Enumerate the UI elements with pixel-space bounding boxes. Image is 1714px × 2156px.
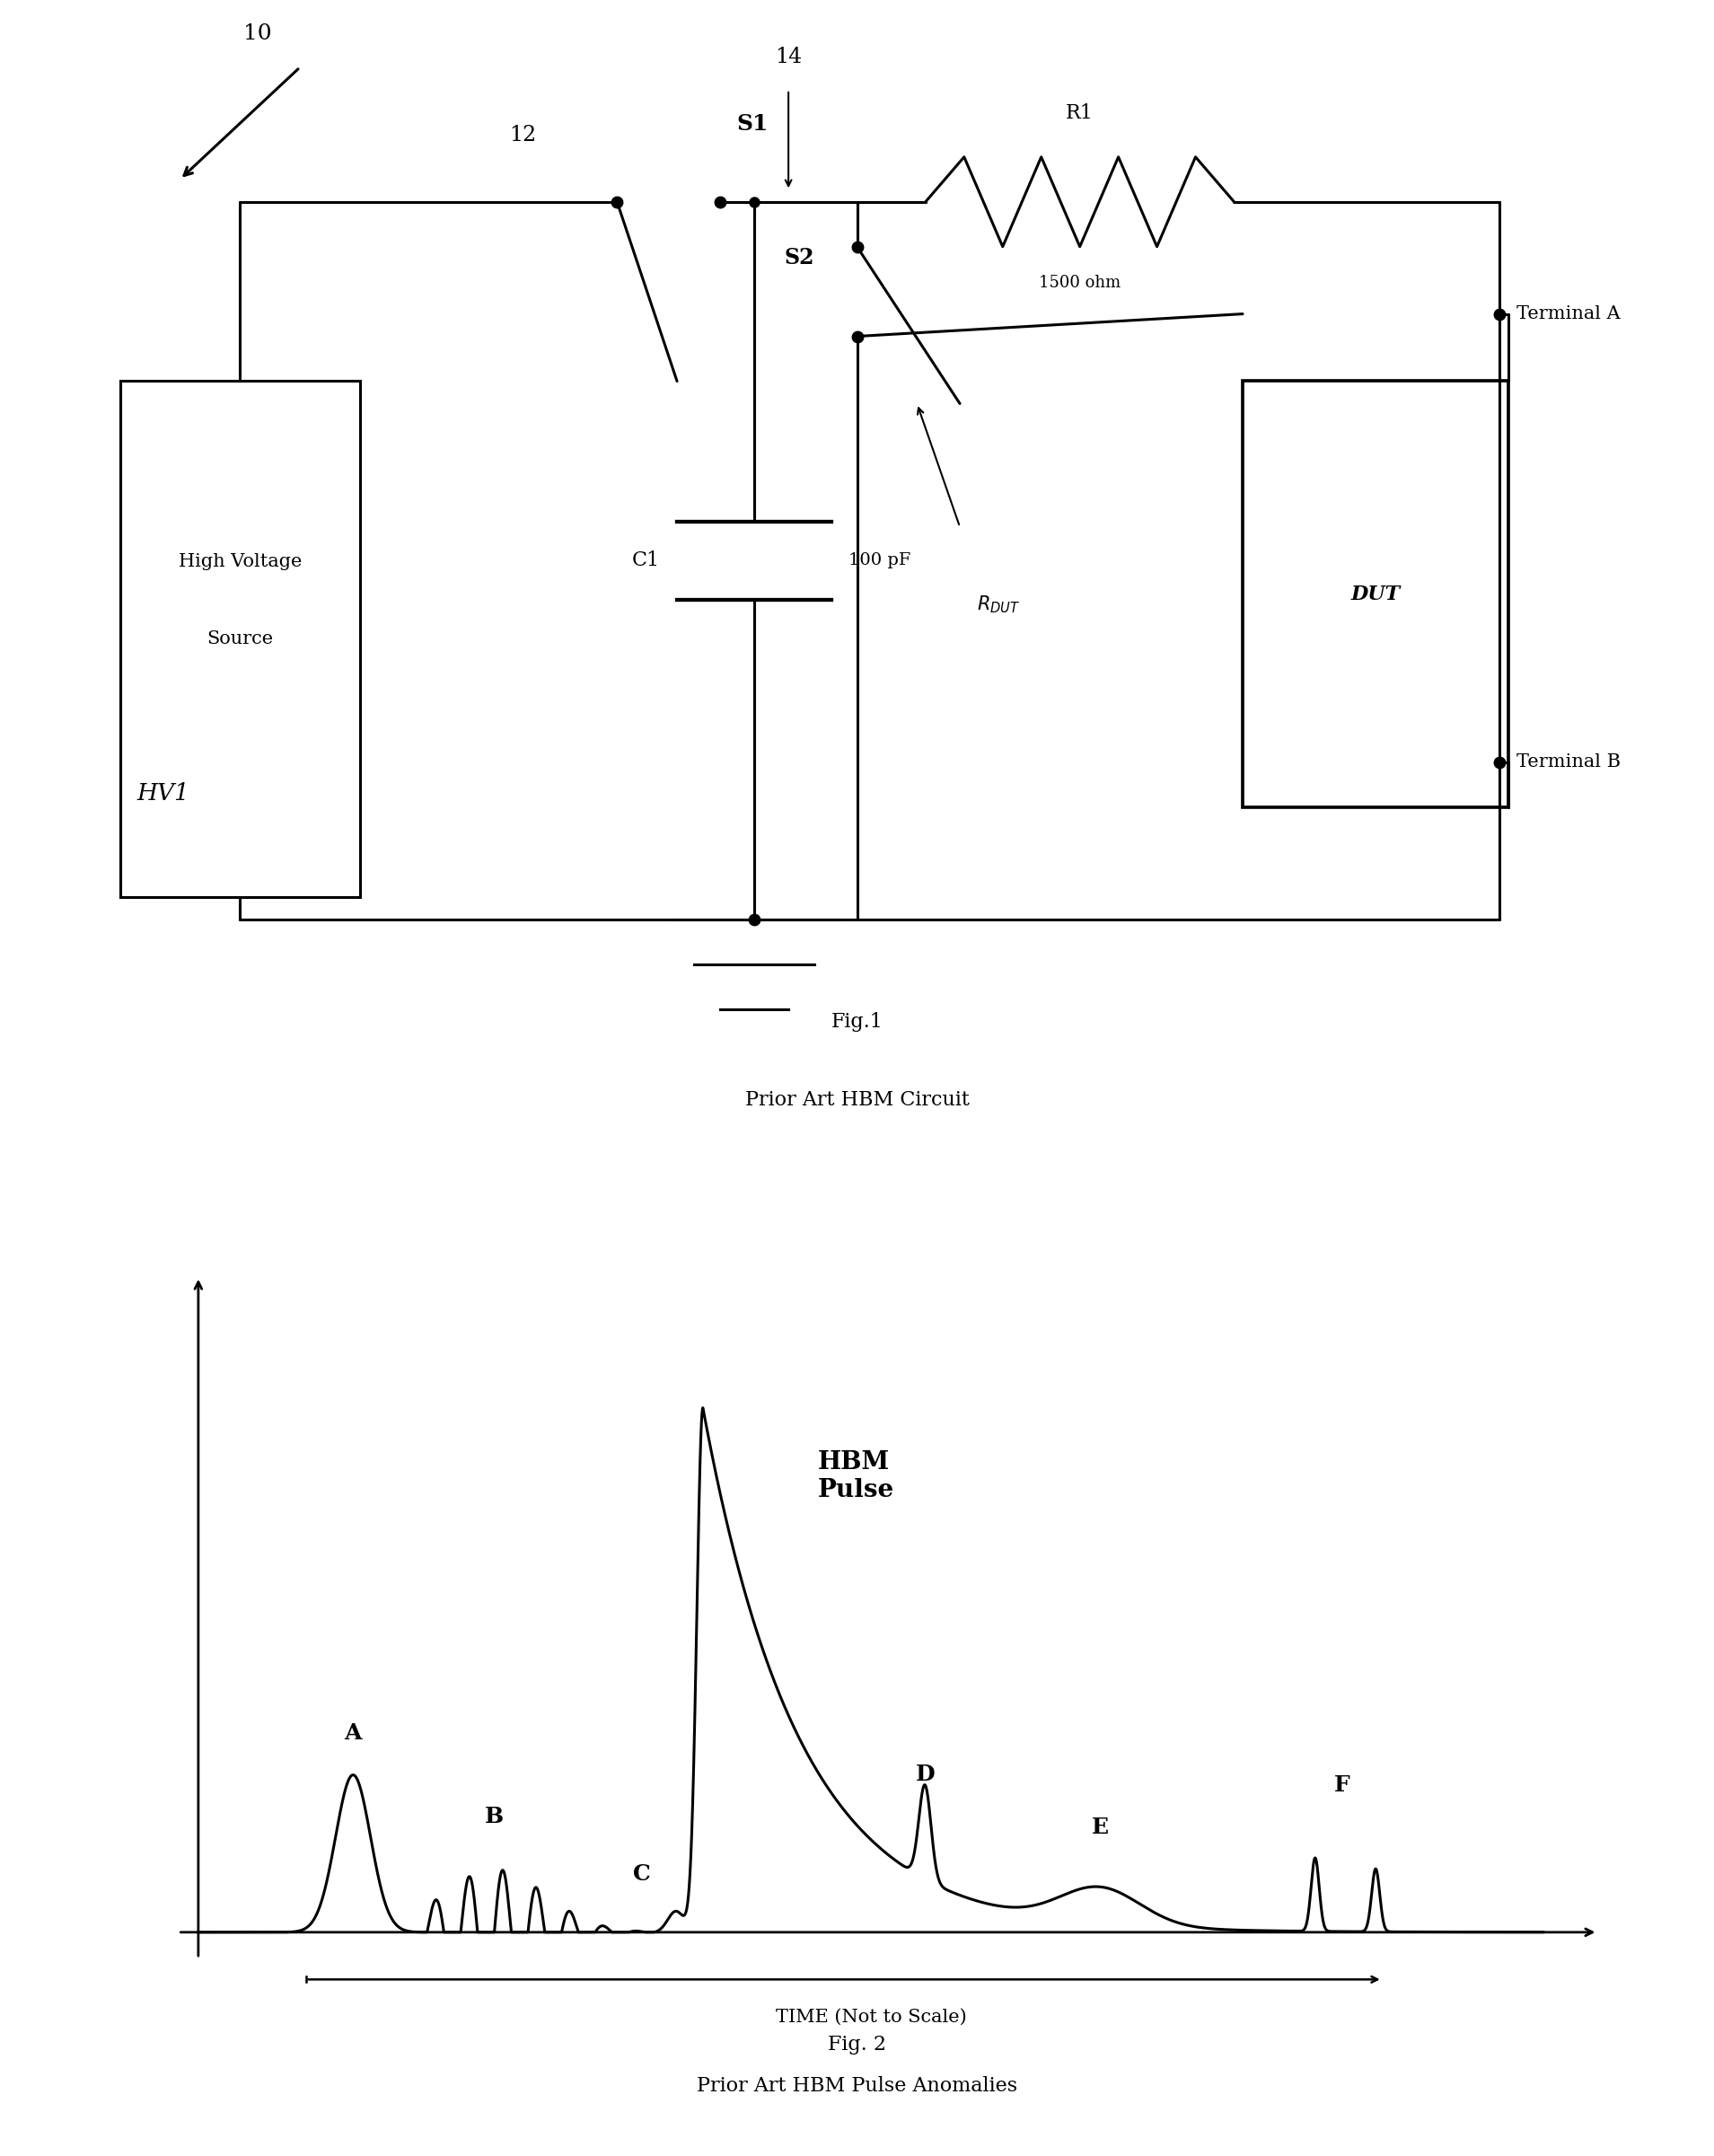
- Text: 1500 ohm: 1500 ohm: [1039, 274, 1121, 291]
- Text: $\mathit{R}_{DUT}$: $\mathit{R}_{DUT}$: [977, 595, 1020, 614]
- Text: Prior Art HBM Circuit: Prior Art HBM Circuit: [746, 1091, 968, 1110]
- Text: TIME (Not to Scale): TIME (Not to Scale): [776, 2007, 967, 2024]
- Text: Terminal A: Terminal A: [1517, 306, 1621, 323]
- Text: DUT: DUT: [1351, 584, 1400, 604]
- Text: 100 pF: 100 pF: [848, 552, 910, 569]
- Text: F: F: [1333, 1774, 1351, 1796]
- Text: HBM
Pulse: HBM Pulse: [818, 1449, 893, 1503]
- Text: Prior Art HBM Pulse Anomalies: Prior Art HBM Pulse Anomalies: [696, 2076, 1018, 2096]
- Text: C: C: [634, 1863, 651, 1884]
- Text: Fig. 2: Fig. 2: [828, 2035, 886, 2055]
- Text: 10: 10: [243, 24, 271, 43]
- Text: High Voltage: High Voltage: [178, 554, 302, 569]
- Text: C1: C1: [632, 550, 660, 571]
- Text: HV1: HV1: [137, 783, 190, 804]
- Text: Terminal B: Terminal B: [1517, 755, 1621, 772]
- Text: D: D: [915, 1764, 934, 1785]
- Text: A: A: [345, 1723, 362, 1744]
- Text: Fig.1: Fig.1: [831, 1011, 883, 1031]
- Text: B: B: [485, 1807, 504, 1828]
- Text: S2: S2: [783, 248, 814, 270]
- Bar: [1243, 382, 1508, 806]
- Text: E: E: [1092, 1815, 1109, 1837]
- Text: S1: S1: [737, 112, 770, 134]
- Text: R1: R1: [1066, 103, 1094, 123]
- Text: 12: 12: [509, 125, 536, 147]
- Bar: [120, 382, 360, 897]
- Text: 14: 14: [775, 47, 802, 67]
- Text: Source: Source: [207, 630, 273, 647]
